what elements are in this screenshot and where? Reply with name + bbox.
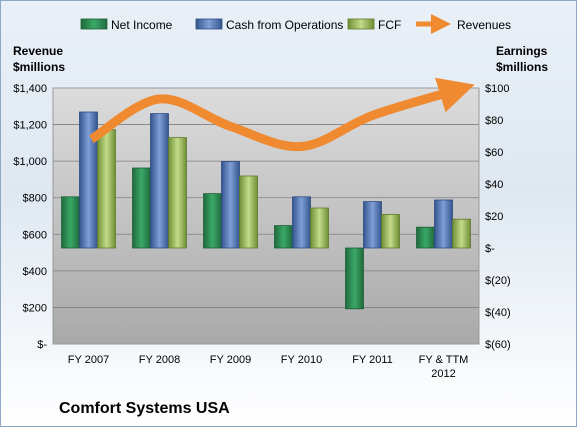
bar-fcf [97, 129, 116, 249]
right-axis-title-line2: $millions [496, 60, 548, 74]
right-tick-label: $100 [485, 83, 509, 95]
legend-label-fcf: FCF [378, 18, 401, 32]
legend-swatch-cash-from-operations [195, 18, 223, 30]
legend-swatch-net-income [80, 18, 108, 30]
left-axis-title-line1: Revenue [13, 44, 63, 58]
bar-net-income [416, 226, 435, 249]
category-label-line: 2012 [431, 368, 455, 380]
category-label: FY 2007 [68, 354, 109, 366]
revenue-line [89, 77, 475, 152]
bar-cash-from-operations [363, 201, 382, 249]
category-label: FY 2008 [139, 354, 180, 366]
bar-fcf [452, 218, 471, 249]
legend-swatch-fcf [347, 18, 375, 30]
right-tick-label: $(40) [485, 307, 511, 319]
bar-cash-from-operations [434, 199, 453, 249]
right-tick-label: $(60) [485, 339, 511, 351]
bar-fcf [310, 207, 329, 249]
right-tick-label: $60 [485, 147, 503, 159]
chart-title: Comfort Systems USA [59, 400, 230, 417]
revenue-line-path [89, 77, 475, 152]
left-axis-ticks: $- $200 $400 $600 $800 $1,000 $1,200 $1,400 [13, 83, 47, 351]
gridlines [53, 124, 479, 308]
bar-fcf [239, 175, 258, 249]
left-tick-label: $600 [23, 229, 47, 241]
left-tick-label: $1,000 [13, 156, 47, 168]
category-label-line: FY & TTM [419, 354, 469, 366]
bars [61, 111, 471, 310]
legend-label-revenues: Revenues [457, 18, 511, 32]
right-axis-ticks: $(60) $(40) $(20) $- $20 $40 $60 $80 $100 [485, 83, 511, 351]
left-tick-label: $1,400 [13, 83, 47, 95]
legend-label-net-income: Net Income [111, 18, 173, 32]
legend: Net Income Cash from Operations FCF Reve… [80, 14, 511, 34]
right-axis-title-line1: Earnings [496, 44, 548, 58]
left-axis-title-line2: $millions [13, 60, 65, 74]
right-tick-label: $(20) [485, 275, 511, 287]
left-tick-label: $200 [23, 302, 47, 314]
bar-cash-from-operations [292, 196, 311, 249]
category-labels: FY 2007 FY 2008 FY 2009 FY 2010 FY 2011 FY & … [68, 354, 469, 380]
bar-cash-from-operations [150, 113, 169, 249]
left-tick-label: $400 [23, 266, 47, 278]
category-label: FY 2010 [281, 354, 322, 366]
category-label: FY & TTM 2012 [419, 354, 469, 380]
bar-net-income [345, 247, 364, 310]
plot-area [52, 87, 480, 345]
category-label: FY 2009 [210, 354, 251, 366]
bar-cash-from-operations [221, 161, 240, 249]
left-tick-label: $800 [23, 193, 47, 205]
category-label: FY 2011 [352, 354, 393, 366]
right-tick-label: $40 [485, 179, 503, 191]
bar-net-income [203, 193, 222, 249]
legend-label-cash-from-operations: Cash from Operations [226, 18, 343, 32]
bar-net-income [132, 167, 151, 249]
right-tick-label: $- [485, 243, 495, 255]
bar-fcf [168, 137, 187, 249]
left-tick-label: $- [37, 339, 47, 351]
bar-net-income [61, 196, 80, 249]
left-tick-label: $1,200 [13, 120, 47, 132]
right-tick-label: $80 [485, 115, 503, 127]
bar-fcf [381, 213, 400, 249]
right-tick-label: $20 [485, 211, 503, 223]
bar-net-income [274, 225, 293, 249]
